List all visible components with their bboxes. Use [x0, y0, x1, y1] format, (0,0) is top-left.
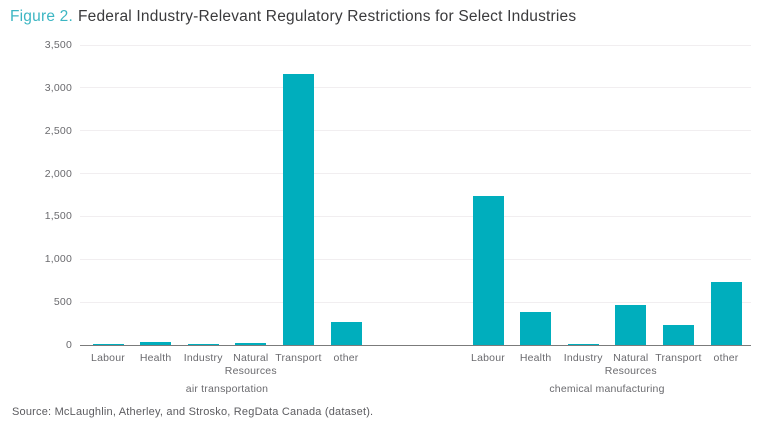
bar-chemical-health	[520, 311, 552, 345]
x-tick-label: Transport	[275, 352, 322, 364]
y-tick-label: 2,000	[44, 167, 72, 180]
y-tick-label: 0	[65, 339, 72, 351]
x-tick-label: Health	[519, 352, 552, 364]
gridline-2000	[80, 173, 751, 175]
x-tick-label: Labour	[471, 352, 505, 364]
bar-air-natural-resources	[235, 342, 267, 345]
bar-air-labour	[92, 343, 124, 345]
bar-chemical-labour	[472, 195, 504, 345]
bar-chemical-industry	[567, 343, 599, 345]
bar-chemical-natural-resources	[615, 304, 647, 345]
y-tick-label: 500	[53, 296, 72, 309]
x-axis-line	[80, 345, 751, 346]
x-tick-label: other	[713, 352, 739, 364]
y-tick-label: 1,500	[44, 210, 72, 223]
x-tick-label: Labour	[91, 352, 125, 364]
gridline-3500	[80, 44, 751, 46]
group-label-air: air transportation	[185, 383, 269, 395]
x-tick-label: Industry	[563, 352, 603, 364]
figure-number-label: Figure 2.	[10, 8, 73, 25]
y-tick-label: 3,500	[44, 39, 72, 51]
chart-title: Figure 2. Federal Industry-Relevant Regul…	[10, 8, 576, 26]
source-note: Source: McLaughlin, Atherley, and Strosk…	[12, 406, 374, 418]
bar-air-health	[140, 342, 172, 345]
x-tick-label: Health	[139, 352, 172, 364]
y-tick-label: 3,000	[44, 81, 72, 94]
x-tick-label: Natural Resources	[604, 352, 657, 378]
x-tick-label: other	[333, 352, 359, 364]
y-tick-label: 1,000	[44, 253, 72, 266]
bar-chemical-transport	[662, 325, 694, 345]
x-tick-label: Industry	[183, 352, 223, 364]
x-tick-label: Transport	[655, 352, 702, 364]
gridline-500	[80, 301, 751, 303]
bar-air-transport	[282, 74, 314, 345]
chart-title-text: Federal Industry-Relevant Regulatory Res…	[77, 8, 577, 25]
group-label-chemical: chemical manufacturing	[549, 383, 665, 395]
gridline-1500	[80, 215, 751, 217]
gridline-1000	[80, 258, 751, 260]
bar-air-industry	[187, 343, 219, 345]
bar-air-other	[330, 321, 362, 345]
gridline-3000	[80, 87, 751, 89]
bar-chemical-other	[710, 282, 742, 345]
x-tick-label: Natural Resources	[224, 352, 277, 378]
y-tick-label: 2,500	[44, 124, 72, 137]
gridline-2500	[80, 130, 751, 132]
